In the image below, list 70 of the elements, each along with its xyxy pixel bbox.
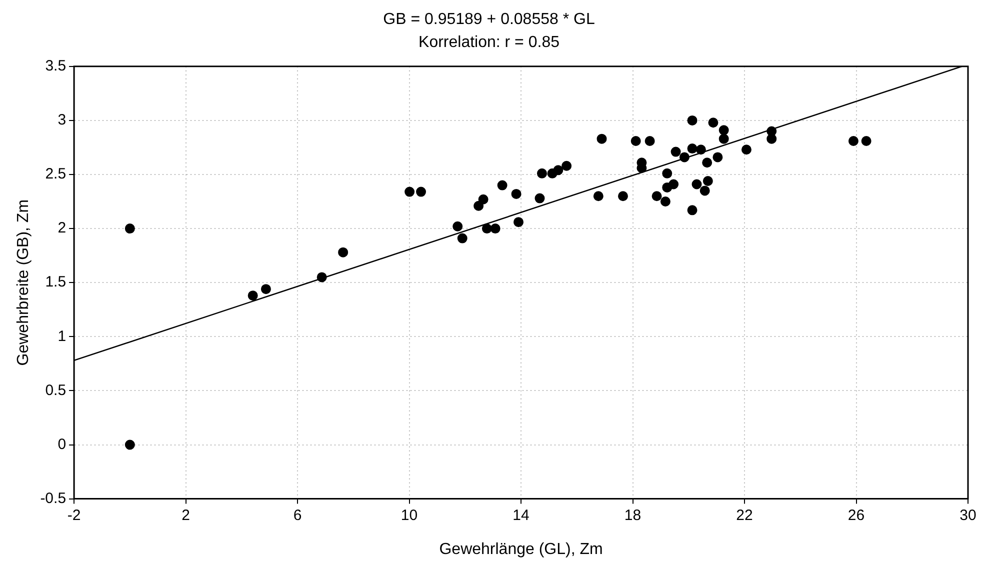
point <box>416 186 426 197</box>
point <box>618 191 628 202</box>
point <box>474 200 484 211</box>
point <box>596 134 607 144</box>
point <box>848 136 858 146</box>
point <box>741 144 752 155</box>
point <box>536 168 547 178</box>
point <box>124 440 135 450</box>
point <box>766 134 777 144</box>
y-tick-label: -0.5 <box>40 490 66 507</box>
point <box>679 152 690 162</box>
point <box>696 144 706 155</box>
point <box>562 160 572 171</box>
point <box>861 136 872 146</box>
point <box>478 194 488 204</box>
point <box>248 290 258 301</box>
point <box>514 217 524 228</box>
point <box>316 272 327 282</box>
point <box>644 136 655 146</box>
y-tick-label: 0 <box>58 436 66 453</box>
y-axis-title: Gewehrbreite (GB), Zm <box>15 199 32 366</box>
point <box>708 118 718 128</box>
point <box>457 233 468 244</box>
point <box>687 144 698 154</box>
point <box>511 188 522 199</box>
x-tick-label: 30 <box>960 506 976 524</box>
point <box>718 125 729 136</box>
point <box>404 186 415 197</box>
point <box>687 205 698 216</box>
y-tick-label: 3.5 <box>45 58 66 75</box>
x-tick-label: 18 <box>624 506 642 524</box>
point <box>482 224 492 234</box>
y-tick-label: 1.5 <box>45 274 66 291</box>
point <box>124 224 135 234</box>
point <box>497 180 508 190</box>
point <box>702 158 712 168</box>
y-tick-label: 2.5 <box>45 166 66 183</box>
chart-subtitle: Korrelation: r = 0.85 <box>418 34 560 52</box>
chart-title: GB = 0.95189 + 0.08558 * GL <box>383 11 595 28</box>
y-tick-label: 1 <box>58 328 66 345</box>
point <box>660 196 670 207</box>
point <box>593 191 604 202</box>
point <box>652 191 662 202</box>
x-axis-title: Gewehrlänge (GL), Zm <box>439 540 603 558</box>
point <box>702 176 713 186</box>
point <box>687 115 698 126</box>
point <box>338 247 348 258</box>
point <box>553 165 564 176</box>
x-tick-label: 22 <box>736 506 753 524</box>
point <box>718 134 729 144</box>
point <box>452 221 463 232</box>
x-tick-label: 6 <box>293 506 302 524</box>
x-tick-label: 14 <box>512 506 530 524</box>
point <box>700 186 710 196</box>
y-tick-label: 0.5 <box>45 382 66 399</box>
point <box>490 224 500 234</box>
point <box>692 179 702 190</box>
point <box>630 136 641 146</box>
x-tick-label: -2 <box>67 506 81 524</box>
y-tick-label: 2 <box>58 220 66 237</box>
x-tick-label: 2 <box>182 506 190 524</box>
point <box>712 152 723 162</box>
x-tick-label: 26 <box>848 506 865 524</box>
point <box>668 179 679 190</box>
point <box>670 146 681 157</box>
y-tick-label: 3 <box>58 112 66 129</box>
x-tick-label: 10 <box>400 506 418 524</box>
point <box>534 193 545 204</box>
point <box>662 168 672 178</box>
point <box>260 284 271 294</box>
